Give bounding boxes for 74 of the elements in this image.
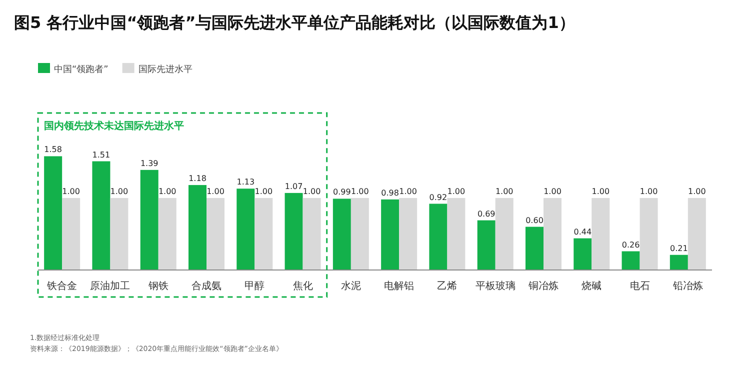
- data-label: 1.00: [302, 187, 321, 196]
- data-label: 0.26: [622, 240, 640, 250]
- bar: [381, 199, 400, 270]
- x-tick-label: 焦化: [292, 280, 313, 292]
- legend-label: 国际先进水平: [138, 64, 192, 75]
- bar: [206, 198, 224, 270]
- bar: [574, 238, 592, 270]
- bar: [302, 198, 321, 270]
- data-label: 1.51: [92, 150, 110, 160]
- data-label: 1.00: [158, 187, 176, 196]
- data-label: 0.60: [526, 216, 544, 225]
- bar: [447, 198, 466, 270]
- bar: [622, 251, 640, 270]
- data-label: 1.58: [44, 145, 62, 154]
- data-label: 0.44: [574, 227, 592, 236]
- data-label: 0.98: [381, 188, 399, 198]
- data-label: 1.00: [640, 187, 658, 196]
- x-tick-label: 烧碱: [582, 280, 602, 292]
- x-tick-label: 电石: [630, 280, 650, 292]
- x-tick-label: 钢铁: [147, 280, 168, 292]
- bar: [332, 198, 351, 270]
- bar: [429, 204, 448, 270]
- bar: [284, 192, 303, 270]
- data-label: 1.00: [62, 187, 80, 196]
- text: 国内领先技术未达国际先进水平: [44, 120, 184, 132]
- data-label: 1.00: [544, 187, 562, 196]
- data-label: 1.00: [110, 187, 128, 196]
- data-label: 1.39: [140, 158, 158, 168]
- data-label: 1.00: [254, 187, 273, 196]
- data-label: 1.00: [592, 187, 610, 196]
- legend-label: 中国“领跑者”: [54, 64, 108, 75]
- data-label: 1.00: [206, 187, 224, 196]
- bar: [140, 170, 158, 270]
- bar: [688, 198, 706, 270]
- x-tick-label: 铜冶炼: [528, 280, 558, 292]
- data-label: 0.92: [429, 192, 448, 202]
- data-label: 1.00: [688, 187, 706, 196]
- data-label: 1.07: [284, 182, 303, 191]
- x-tick-label: 水泥: [340, 280, 361, 292]
- bar: [544, 198, 562, 270]
- data-label: 1.13: [236, 178, 255, 187]
- data-label: 0.21: [670, 244, 688, 253]
- bar: [592, 198, 610, 270]
- data-label: 1.00: [351, 187, 369, 196]
- bar: [477, 220, 496, 270]
- bar: [670, 254, 688, 270]
- chart-title: 图5 各行业中国“领跑者”与国际先进水平单位产品能耗对比（以国际数值为1）: [14, 13, 575, 32]
- bar: [158, 198, 176, 270]
- x-tick-label: 铅冶炼: [672, 280, 703, 292]
- bar: [399, 198, 418, 270]
- bar: [254, 198, 273, 270]
- bar: [62, 198, 80, 270]
- bar: [495, 198, 514, 270]
- bar: [92, 161, 110, 270]
- x-tick-label: 甲醇: [244, 280, 265, 292]
- bar: [44, 156, 62, 270]
- data-label: 1.00: [399, 187, 417, 196]
- data-label: 1.00: [495, 187, 514, 196]
- x-tick-label: 合成氨: [192, 280, 222, 292]
- x-tick-label: 乙烯: [437, 280, 458, 292]
- bar: [188, 185, 206, 270]
- bar: [350, 198, 369, 270]
- data-label: 0.99: [333, 188, 351, 197]
- data-label: 1.18: [188, 174, 206, 184]
- bar: [236, 188, 255, 270]
- bar: [110, 198, 128, 270]
- x-tick-label: 原油加工: [90, 280, 130, 292]
- data-label: 0.69: [477, 209, 496, 218]
- x-tick-label: 电解铝: [384, 280, 414, 292]
- x-tick-label: 铁合金: [46, 280, 78, 292]
- data-label: 1.00: [447, 187, 466, 196]
- bar: [526, 226, 544, 270]
- bar: [640, 198, 658, 270]
- x-tick-label: 平板玻璃: [475, 280, 516, 292]
